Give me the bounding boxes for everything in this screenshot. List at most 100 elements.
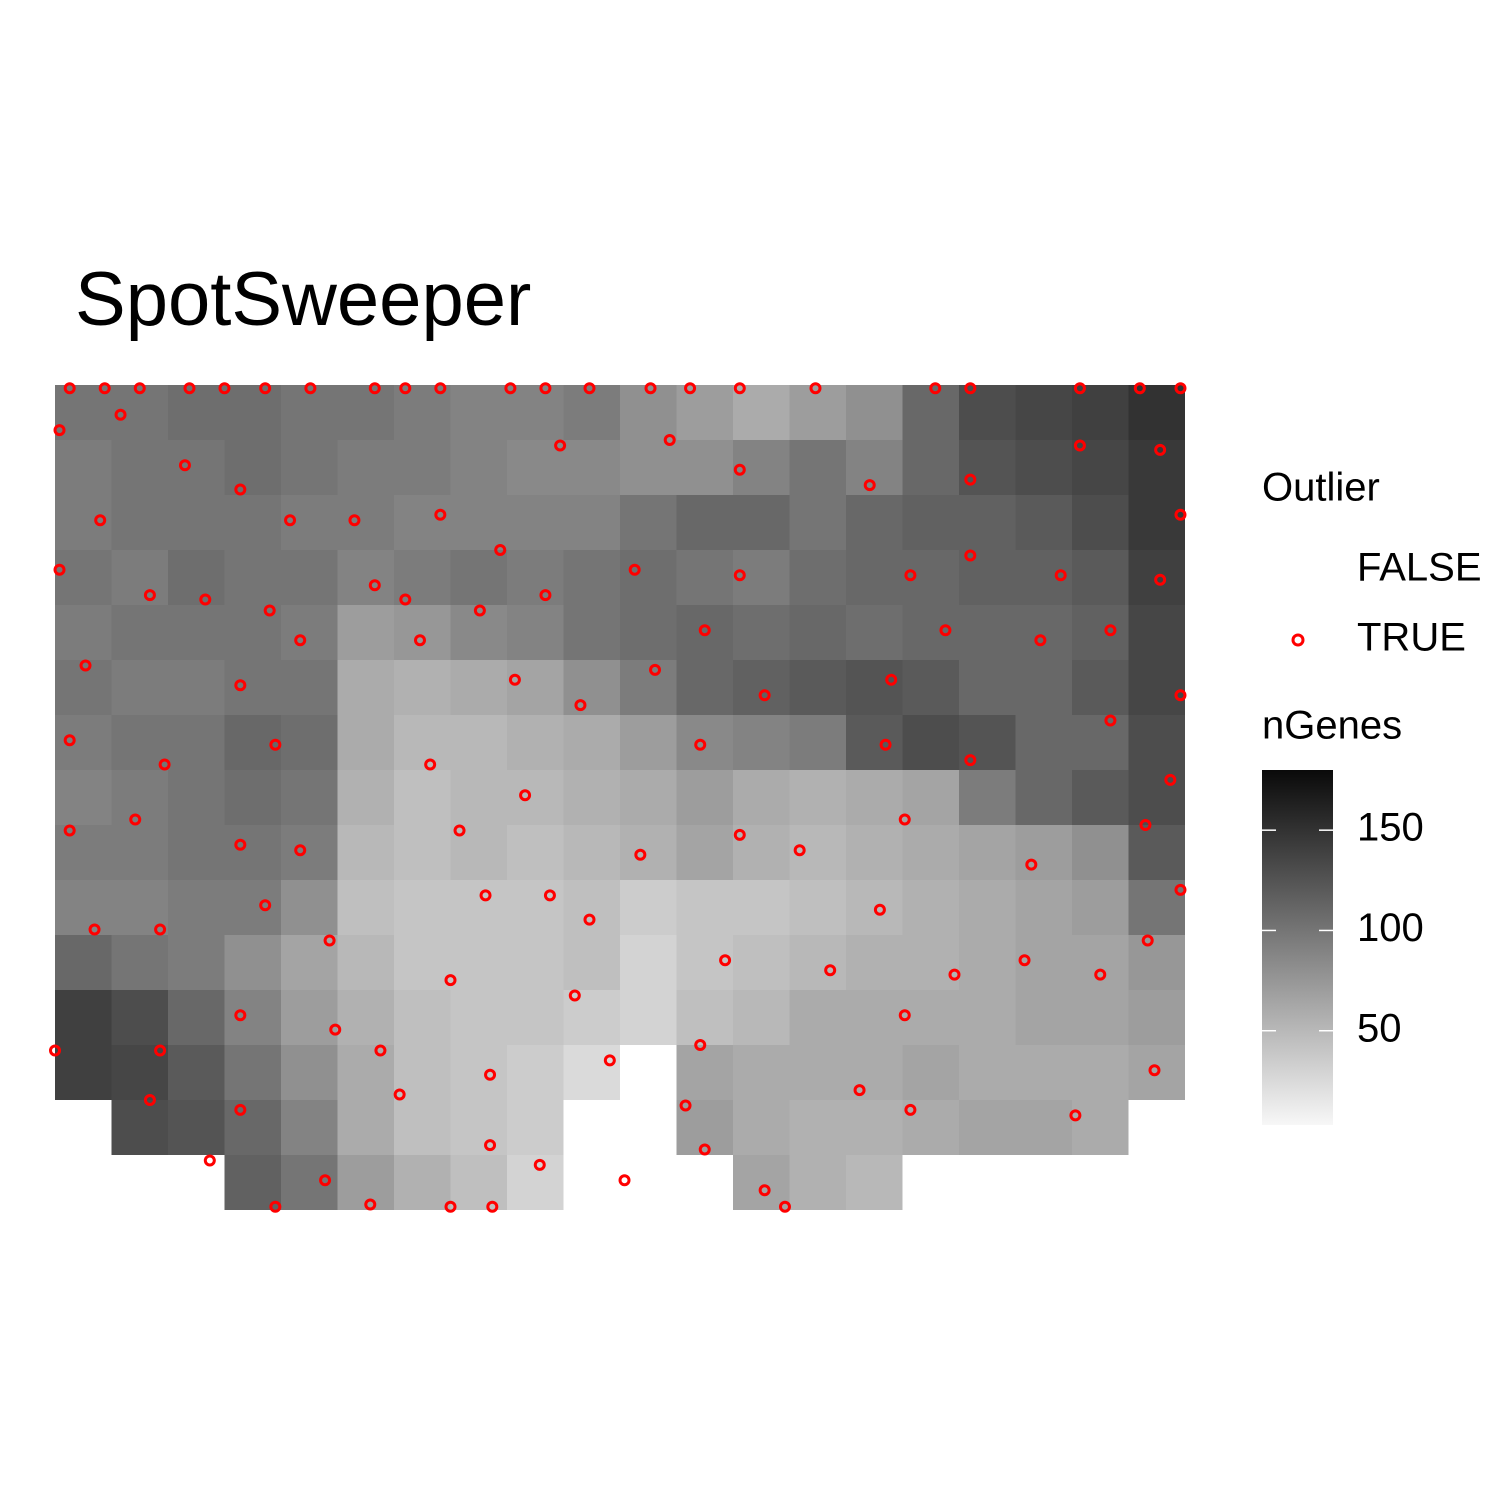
spot-cell <box>1128 825 1185 880</box>
outlier-point <box>719 954 732 967</box>
spot-cell <box>281 715 338 770</box>
spot-cell <box>563 440 620 495</box>
outlier-point <box>1025 858 1038 871</box>
spot-cell <box>620 550 677 605</box>
spot-cell <box>733 1100 790 1155</box>
colorbar <box>1262 770 1333 1125</box>
outlier-point <box>399 593 412 606</box>
spot-cell <box>620 935 677 990</box>
outlier-point <box>1148 1064 1161 1077</box>
colorbar-tick-label: 100 <box>1357 906 1424 950</box>
outlier-point <box>98 382 111 395</box>
spot-cell <box>450 1155 507 1210</box>
spot-cell <box>563 495 620 550</box>
outlier-point <box>79 659 92 672</box>
spot-cell <box>168 1100 225 1155</box>
spot-cell <box>902 440 959 495</box>
spot-cell <box>959 825 1016 880</box>
outlier-point <box>964 754 977 767</box>
spot-cell <box>168 770 225 825</box>
spot-cell <box>1072 385 1129 440</box>
outlier-point <box>434 508 447 521</box>
outlier-point <box>793 844 806 857</box>
spot-cell <box>168 385 225 440</box>
spot-cell <box>55 1045 112 1100</box>
outlier-point <box>733 382 746 395</box>
spot-cell <box>902 715 959 770</box>
outlier-point <box>158 758 171 771</box>
spot-cell <box>281 770 338 825</box>
spot-cell <box>959 440 1016 495</box>
outlier-point <box>1141 934 1154 947</box>
spot-cell <box>1128 1045 1185 1100</box>
outlier-point <box>634 848 647 861</box>
spot-cell <box>676 385 733 440</box>
outlier-point <box>133 382 146 395</box>
spot-cell <box>846 1100 903 1155</box>
spot-cell <box>733 550 790 605</box>
spot-cell <box>1128 715 1185 770</box>
spot-cell <box>111 715 168 770</box>
spot-cell <box>450 770 507 825</box>
spot-cell <box>450 1100 507 1155</box>
spot-cell <box>450 880 507 935</box>
spot-cell <box>168 715 225 770</box>
outlier-point <box>218 382 231 395</box>
spot-cell <box>507 990 564 1045</box>
spot-cell <box>902 770 959 825</box>
spot-cell <box>846 1155 903 1210</box>
outlier-point <box>758 689 771 702</box>
spot-cell <box>1015 385 1072 440</box>
spot-cell <box>676 770 733 825</box>
spot-cell <box>676 550 733 605</box>
spot-cell <box>959 935 1016 990</box>
spot-cell <box>168 660 225 715</box>
spot-cell <box>1015 715 1072 770</box>
outlier-point <box>234 1009 247 1022</box>
outlier-point <box>364 1198 377 1211</box>
outlier-point <box>898 1009 911 1022</box>
spot-cell <box>846 605 903 660</box>
outlier-point <box>1139 819 1152 831</box>
outlier-point <box>1073 439 1086 452</box>
spot-cell <box>789 440 846 495</box>
spot-cell <box>394 1155 451 1210</box>
spot-cell <box>1072 935 1129 990</box>
spot-cell <box>1072 1100 1129 1155</box>
spot-cell <box>620 660 677 715</box>
spot-cell <box>507 440 564 495</box>
outlier-point <box>399 382 412 395</box>
spot-cell <box>337 825 394 880</box>
spot-cell <box>168 440 225 495</box>
outlier-point <box>733 828 746 841</box>
outlier-point <box>583 382 596 395</box>
spot-cell <box>902 1045 959 1100</box>
spot-cell <box>846 715 903 770</box>
spot-cell <box>563 550 620 605</box>
outlier-point <box>129 813 142 826</box>
spot-cell <box>620 440 677 495</box>
outlier-point <box>453 824 466 837</box>
spot-cell <box>281 990 338 1045</box>
spot-cell <box>620 605 677 660</box>
spot-cell <box>507 660 564 715</box>
spot-cell <box>507 1100 564 1155</box>
spot-cell <box>959 1100 1016 1155</box>
spot-cell <box>1015 1100 1072 1155</box>
spot-cell <box>224 825 281 880</box>
outlier-point <box>263 604 276 617</box>
spot-cell <box>789 495 846 550</box>
outlier-point <box>94 514 107 527</box>
spot-cell <box>563 880 620 935</box>
outlier-point <box>154 923 167 936</box>
outlier-point <box>663 434 676 446</box>
spot-cell <box>563 660 620 715</box>
spot-cell <box>1072 880 1129 935</box>
outlier-point <box>393 1088 406 1101</box>
outlier-point <box>53 563 66 576</box>
outlier-point <box>758 1184 771 1197</box>
spot-cell <box>789 550 846 605</box>
spot-cell <box>846 935 903 990</box>
spot-cell <box>902 385 959 440</box>
outlier-point <box>484 1139 497 1152</box>
